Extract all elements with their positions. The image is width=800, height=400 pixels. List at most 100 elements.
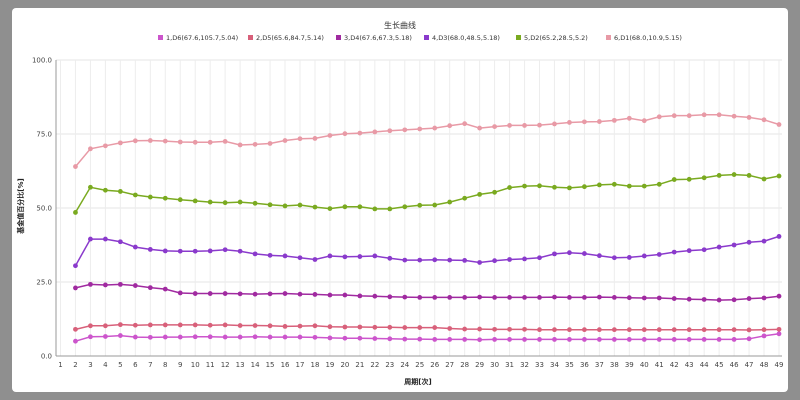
legend-item[interactable]: 1,D6(67.6,105.7,5.04) (158, 34, 238, 42)
data-point[interactable] (132, 192, 138, 198)
data-point[interactable] (656, 337, 662, 342)
data-point[interactable] (611, 255, 617, 261)
data-point[interactable] (312, 323, 318, 329)
data-point[interactable] (342, 324, 348, 330)
data-point[interactable] (477, 125, 483, 131)
data-point[interactable] (117, 333, 123, 338)
data-point[interactable] (492, 189, 497, 195)
data-point[interactable] (746, 336, 752, 342)
data-point[interactable] (671, 113, 677, 119)
data-point[interactable] (237, 248, 243, 254)
data-point[interactable] (327, 253, 333, 259)
data-point[interactable] (596, 253, 602, 259)
data-point[interactable] (73, 338, 78, 344)
data-point[interactable] (537, 122, 542, 128)
data-point[interactable] (701, 112, 707, 118)
data-point[interactable] (552, 184, 557, 190)
data-point[interactable] (207, 291, 213, 296)
data-point[interactable] (611, 327, 617, 333)
data-point[interactable] (267, 141, 273, 146)
data-point[interactable] (746, 296, 752, 301)
data-point[interactable] (641, 327, 647, 333)
data-point[interactable] (477, 294, 483, 300)
data-point[interactable] (716, 112, 722, 118)
data-point[interactable] (447, 199, 453, 205)
data-point[interactable] (447, 294, 453, 300)
data-point[interactable] (162, 286, 168, 292)
data-point[interactable] (716, 173, 722, 178)
data-point[interactable] (641, 118, 647, 124)
data-point[interactable] (596, 294, 602, 300)
data-point[interactable] (596, 182, 602, 188)
data-point[interactable] (372, 129, 378, 135)
data-point[interactable] (132, 322, 138, 328)
data-point[interactable] (147, 194, 153, 200)
data-point[interactable] (701, 327, 707, 333)
data-point[interactable] (222, 139, 228, 144)
data-point[interactable] (327, 206, 333, 211)
data-point[interactable] (222, 291, 228, 296)
data-point[interactable] (477, 337, 483, 343)
data-point[interactable] (237, 199, 243, 205)
data-point[interactable] (492, 294, 497, 300)
data-point[interactable] (73, 210, 78, 215)
data-point[interactable] (222, 334, 228, 340)
data-point[interactable] (372, 206, 378, 212)
data-point[interactable] (477, 191, 483, 197)
data-point[interactable] (297, 136, 303, 142)
data-point[interactable] (357, 293, 363, 299)
data-point[interactable] (656, 252, 662, 257)
data-point[interactable] (147, 334, 153, 340)
data-point[interactable] (282, 291, 288, 296)
data-point[interactable] (492, 258, 497, 264)
data-point[interactable] (402, 204, 408, 210)
data-point[interactable] (192, 139, 198, 145)
data-point[interactable] (162, 322, 168, 328)
data-point[interactable] (327, 133, 333, 138)
data-point[interactable] (312, 204, 318, 210)
data-point[interactable] (641, 295, 647, 301)
data-point[interactable] (282, 324, 288, 329)
data-point[interactable] (222, 200, 228, 206)
data-point[interactable] (327, 335, 333, 341)
data-point[interactable] (237, 334, 243, 340)
legend-item[interactable]: 3,D4(67.6,67.3,5.18) (336, 34, 412, 42)
data-point[interactable] (177, 248, 183, 254)
data-point[interactable] (447, 257, 453, 263)
data-point[interactable] (477, 260, 483, 265)
data-point[interactable] (88, 184, 93, 190)
data-point[interactable] (177, 197, 183, 203)
data-point[interactable] (671, 249, 677, 255)
data-point[interactable] (447, 337, 453, 342)
data-point[interactable] (372, 293, 378, 299)
data-point[interactable] (88, 323, 93, 329)
data-point[interactable] (567, 327, 572, 333)
data-point[interactable] (611, 117, 617, 123)
data-point[interactable] (462, 257, 468, 263)
data-point[interactable] (297, 291, 303, 297)
data-point[interactable] (701, 247, 707, 253)
data-point[interactable] (102, 187, 108, 193)
data-point[interactable] (162, 138, 168, 144)
data-point[interactable] (267, 334, 273, 340)
data-point[interactable] (342, 204, 348, 210)
data-point[interactable] (522, 294, 527, 300)
data-point[interactable] (507, 294, 512, 300)
data-point[interactable] (596, 119, 602, 124)
data-point[interactable] (357, 254, 363, 259)
data-point[interactable] (162, 195, 168, 201)
data-point[interactable] (776, 122, 782, 127)
data-point[interactable] (132, 244, 138, 250)
data-point[interactable] (327, 324, 333, 330)
data-point[interactable] (776, 331, 782, 337)
data-point[interactable] (761, 295, 767, 301)
data-point[interactable] (447, 123, 453, 129)
legend-item[interactable]: 5,D2(65.2,28.5,5.2) (516, 34, 588, 42)
data-point[interactable] (522, 337, 527, 342)
data-point[interactable] (342, 292, 348, 298)
data-point[interactable] (73, 285, 78, 291)
data-point[interactable] (132, 334, 138, 340)
data-point[interactable] (746, 173, 752, 178)
data-point[interactable] (462, 195, 468, 201)
data-point[interactable] (432, 125, 438, 131)
